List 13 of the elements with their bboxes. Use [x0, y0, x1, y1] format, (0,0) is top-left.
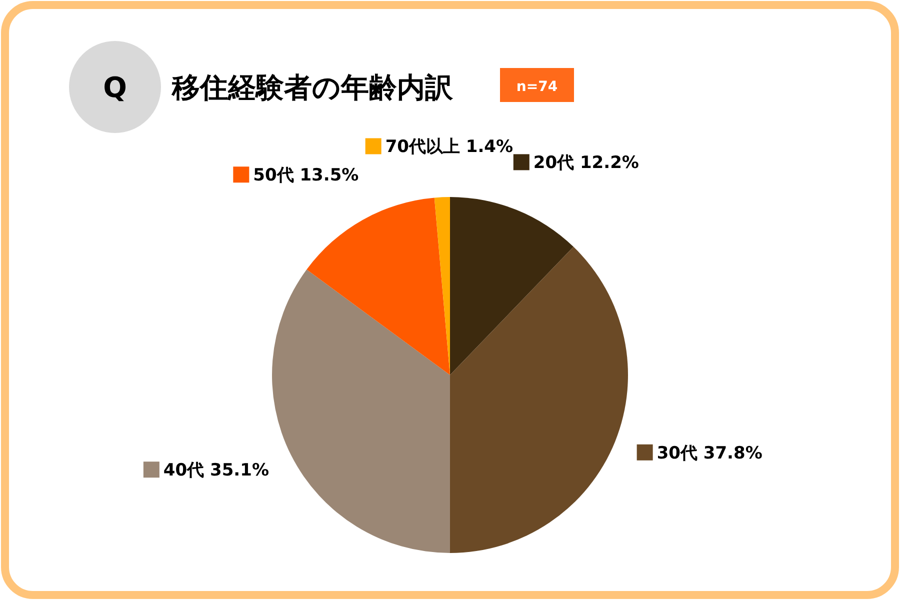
pie-slice [450, 246, 628, 553]
legend-label: 50代 13.5% [253, 166, 359, 186]
pie-slice [272, 269, 450, 553]
pie-slice [434, 197, 450, 375]
text: n=74 [516, 79, 558, 95]
pie-slice [306, 198, 450, 375]
legend-label: 40代 35.1% [163, 460, 269, 481]
pie-slice [450, 197, 574, 375]
legend-label: 30代 37.8% [656, 443, 762, 464]
legend-label: 20代 12.2% [533, 153, 639, 174]
text: Q [103, 71, 127, 104]
legend-label: 70代以上 1.4% [385, 137, 514, 158]
chart-title: 移住経験者の年齢内訳 [171, 71, 454, 104]
